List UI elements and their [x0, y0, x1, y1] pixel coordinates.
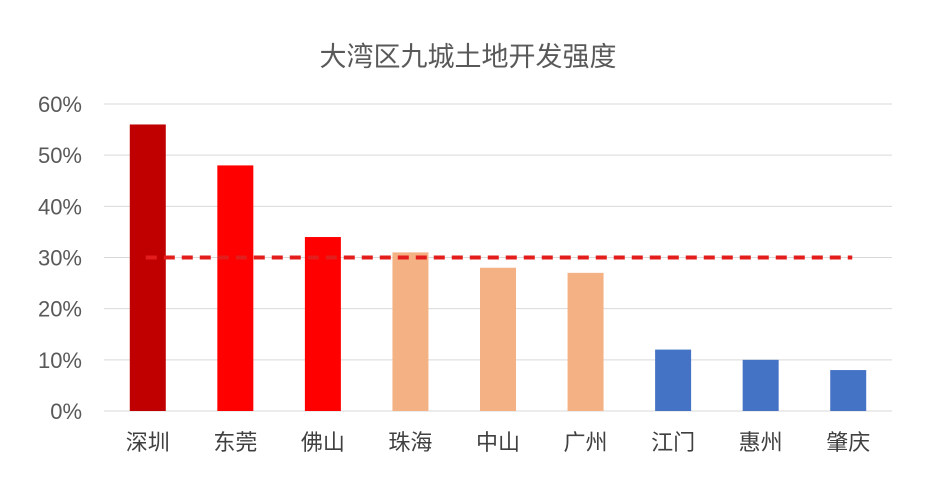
- chart-title: 大湾区九城土地开发强度: [320, 42, 617, 73]
- y-tick-label: 10%: [38, 348, 82, 373]
- bar: [217, 165, 254, 411]
- x-category-label: 广州: [564, 431, 608, 456]
- bars: [129, 124, 867, 411]
- y-tick-label: 30%: [38, 246, 82, 271]
- y-axis-tick-labels: 0% 10% 20% 30% 40% 50% 60%: [38, 92, 82, 424]
- bar: [742, 359, 779, 411]
- x-category-label: 肇庆: [826, 431, 870, 456]
- x-category-label: 东莞: [213, 431, 257, 456]
- bar: [830, 370, 867, 411]
- x-category-label: 江门: [651, 431, 695, 456]
- bar: [480, 267, 516, 411]
- x-category-label: 深圳: [126, 431, 170, 456]
- x-category-label: 惠州: [739, 431, 783, 456]
- y-tick-label: 40%: [38, 194, 82, 219]
- y-tick-label: 50%: [38, 143, 82, 168]
- y-tick-label: 20%: [38, 297, 82, 322]
- x-axis-category-labels: 深圳 东莞 佛山 珠海 中山 广州 江门 惠州 肇庆: [126, 431, 870, 456]
- x-category-label: 佛山: [301, 431, 345, 456]
- x-category-label: 中山: [476, 431, 520, 456]
- y-tick-label: 0%: [50, 399, 82, 424]
- bar: [304, 237, 341, 411]
- bar: [392, 252, 429, 411]
- bar: [655, 349, 692, 411]
- x-category-label: 珠海: [388, 431, 432, 456]
- bar: [129, 124, 166, 411]
- y-tick-label: 60%: [38, 92, 82, 117]
- bar: [567, 272, 604, 411]
